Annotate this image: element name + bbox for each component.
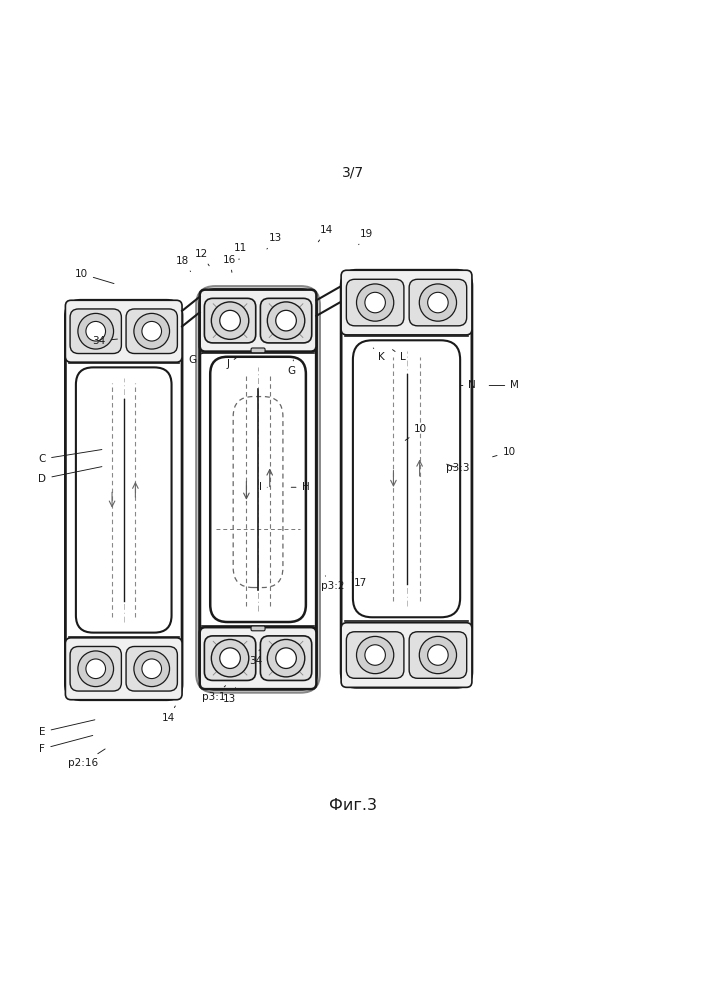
Text: 18: 18 [176,256,191,272]
Text: J: J [226,357,237,369]
Text: G: G [188,353,203,365]
Circle shape [267,639,305,677]
FancyBboxPatch shape [76,367,172,633]
Circle shape [365,292,385,313]
Circle shape [356,284,394,321]
Text: I: I [259,482,267,492]
Circle shape [419,636,457,674]
Text: 10: 10 [493,447,515,457]
FancyBboxPatch shape [126,309,177,354]
Circle shape [211,302,249,339]
Circle shape [78,651,114,687]
Circle shape [356,636,394,674]
Text: L: L [392,350,406,362]
Circle shape [142,659,161,679]
Text: K: K [373,348,385,362]
FancyBboxPatch shape [341,270,472,687]
FancyBboxPatch shape [204,636,256,680]
FancyBboxPatch shape [341,623,472,687]
FancyBboxPatch shape [199,627,316,689]
Text: D: D [38,467,102,484]
FancyBboxPatch shape [260,298,312,343]
Text: p3:2: p3:2 [320,576,344,591]
Text: 13: 13 [223,688,236,704]
FancyBboxPatch shape [196,286,320,693]
FancyBboxPatch shape [65,300,182,700]
Text: p3:3: p3:3 [446,463,470,473]
Text: p3:1: p3:1 [201,686,226,702]
Text: 17: 17 [352,572,367,588]
Text: 11: 11 [234,243,247,260]
FancyBboxPatch shape [70,309,122,354]
Text: F: F [40,735,93,754]
Text: 16: 16 [223,255,236,272]
FancyBboxPatch shape [409,632,467,678]
FancyBboxPatch shape [65,300,182,362]
Circle shape [211,639,249,677]
Text: H: H [291,482,309,492]
Text: 10: 10 [75,269,114,284]
Text: 3/7: 3/7 [342,166,365,180]
Circle shape [428,292,448,313]
FancyBboxPatch shape [126,646,177,691]
Text: M: M [489,380,519,390]
FancyBboxPatch shape [409,279,467,326]
Circle shape [134,651,170,687]
Circle shape [428,645,448,665]
Text: 14: 14 [318,225,333,242]
Text: 34: 34 [93,336,117,346]
Text: G: G [287,360,296,376]
FancyBboxPatch shape [353,340,460,617]
Circle shape [78,313,114,349]
Text: Фиг.3: Фиг.3 [329,798,378,813]
Circle shape [142,321,161,341]
Circle shape [220,310,240,331]
Text: 14: 14 [162,706,175,723]
Circle shape [365,645,385,665]
FancyBboxPatch shape [70,646,122,691]
FancyBboxPatch shape [199,290,316,352]
FancyBboxPatch shape [260,636,312,680]
Text: p2:16: p2:16 [69,749,105,768]
Text: 13: 13 [267,233,282,249]
Text: C: C [39,450,102,464]
Circle shape [86,321,105,341]
Circle shape [220,648,240,668]
FancyBboxPatch shape [346,632,404,678]
Circle shape [86,659,105,679]
Circle shape [267,302,305,339]
FancyBboxPatch shape [65,638,182,700]
Text: 10: 10 [405,424,427,440]
Circle shape [134,313,170,349]
FancyBboxPatch shape [199,290,316,689]
Text: 12: 12 [195,249,209,266]
Circle shape [276,648,296,668]
FancyBboxPatch shape [341,270,472,335]
Circle shape [276,310,296,331]
FancyBboxPatch shape [204,298,256,343]
FancyBboxPatch shape [346,279,404,326]
FancyBboxPatch shape [251,626,265,631]
FancyBboxPatch shape [210,357,306,622]
Text: 34: 34 [250,650,262,666]
Text: 19: 19 [358,229,373,245]
Text: N: N [461,380,476,390]
Circle shape [419,284,457,321]
Text: E: E [39,720,95,737]
FancyBboxPatch shape [251,348,265,353]
